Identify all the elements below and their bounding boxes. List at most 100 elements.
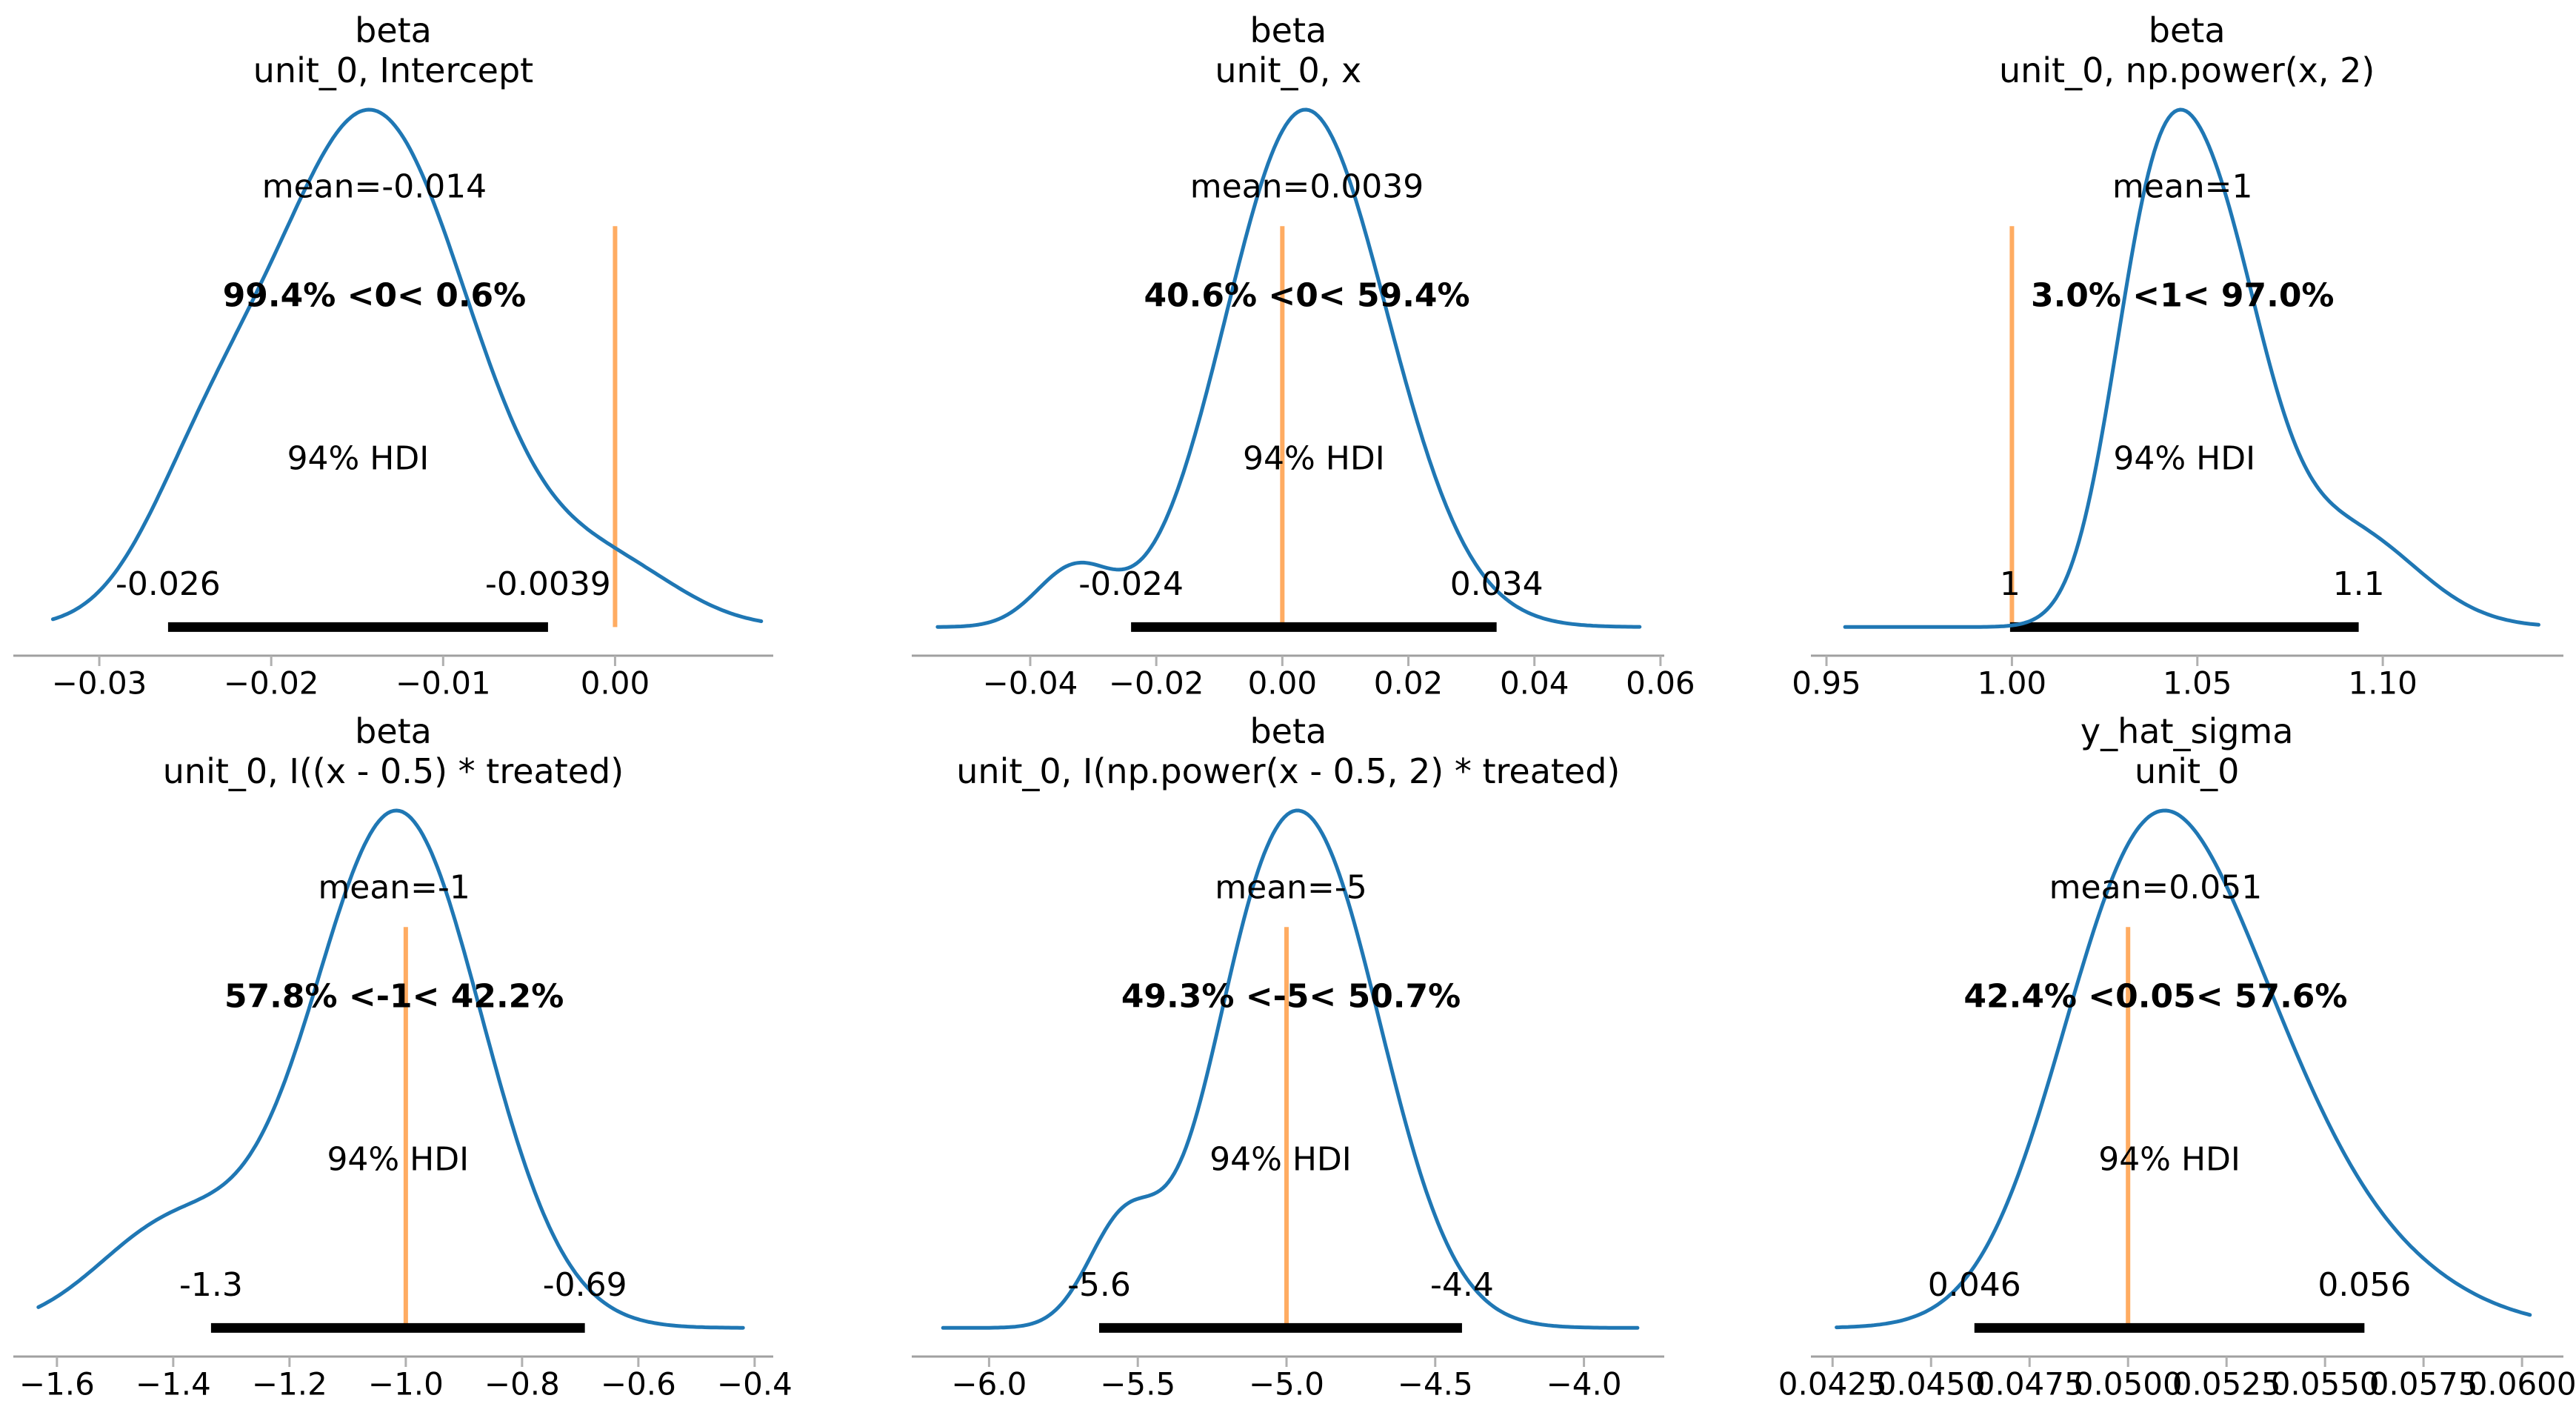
x-tick-label: −0.8: [484, 1365, 560, 1401]
panel-title: beta unit_0, I((x - 0.5) * treated): [23, 711, 764, 791]
mean-label: mean=-5: [1215, 868, 1367, 906]
x-tick-label: 0.0525: [2172, 1365, 2280, 1401]
panel-title-coord: unit_0, x: [1215, 50, 1362, 90]
posterior-panel: beta unit_0, Intercept −0.03 −0.02 −0.01 0.…: [0, 0, 858, 701]
kde-plot: −6.0 −5.5 −5.0 −4.5 −4.0 mean=-5 49.3% <-5< 50…: [912, 808, 1665, 1401]
ref-percent-label: 49.3% <-5< 50.7%: [1121, 977, 1461, 1015]
panel-title-var: y_hat_sigma: [2080, 711, 2294, 751]
kde-plot: −0.03 −0.02 −0.01 0.00 mean=-0.014 99.4% <0< …: [13, 107, 773, 701]
kde-plot: 0.04250.04500.04750.05000.05250.05500.05…: [1778, 808, 2576, 1401]
hdi-lo-label: -1.3: [179, 1265, 243, 1303]
x-tick-label: −0.01: [396, 665, 491, 700]
x-tick-label: −0.04: [983, 665, 1078, 700]
hdi-hi-label: -4.4: [1430, 1265, 1494, 1303]
x-tick-label: −1.4: [136, 1365, 211, 1401]
ref-percent-label: 42.4% <0.05< 57.6%: [1963, 977, 2347, 1015]
kde-plot: −0.04 −0.02 0.00 0.02 0.04 0.06 mean=0.0039 40.…: [912, 107, 1695, 701]
x-tick-label: −0.4: [717, 1365, 793, 1401]
panel-title-var: beta: [1249, 711, 1327, 751]
x-tick-label: −5.0: [1249, 1365, 1324, 1401]
kde-plot: −1.6 −1.4 −1.2 −1.0 −0.8 −0.6 −0.4 mean=-1 57.8%…: [13, 808, 793, 1401]
x-tick-label: 0.06: [1626, 665, 1695, 700]
panel-title-coord: unit_0, np.power(x, 2): [1998, 50, 2375, 90]
mean-label: mean=0.051: [2049, 868, 2262, 906]
panel-title: beta unit_0, Intercept: [23, 10, 764, 90]
mean-label: mean=-1: [318, 868, 470, 906]
panel-title-coord: unit_0, I((x - 0.5) * treated): [162, 751, 624, 791]
x-tick-label: 0.0450: [1876, 1365, 1985, 1401]
posterior-panel: y_hat_sigma unit_0 0.0425 0.0450 0.0475 0.0…: [1718, 701, 2576, 1401]
x-tick-label: 0.0500: [2073, 1365, 2182, 1401]
kde-curve: [935, 107, 1642, 629]
panel-title-var: beta: [355, 10, 432, 50]
kde-curve: [941, 808, 1640, 1330]
x-tick-label: −4.5: [1398, 1365, 1473, 1401]
x-tick-label: −6.0: [952, 1365, 1027, 1401]
mean-label: mean=-0.014: [262, 167, 487, 205]
panel-title-var: beta: [355, 711, 432, 751]
kde-curve: [50, 107, 764, 623]
hdi-interval-label: 94% HDI: [1209, 1140, 1352, 1178]
x-tick-label: 0.0475: [1975, 1365, 2083, 1401]
hdi-hi-label: 1.1: [2332, 565, 2384, 603]
x-tick-label: 0.04: [1500, 665, 1569, 700]
hdi-lo-label: -0.024: [1079, 565, 1184, 603]
panel-title: beta unit_0, x: [918, 10, 1658, 90]
posterior-panel: beta unit_0, np.power(x, 2) 0.95 1.00 1.05…: [1718, 0, 2576, 701]
x-tick-label: −1.0: [368, 1365, 444, 1401]
mean-label: mean=1: [2112, 167, 2253, 205]
posterior-panel: beta unit_0, I((x - 0.5) * treated) −1.6…: [0, 701, 858, 1401]
hdi-hi-label: -0.69: [543, 1265, 627, 1303]
panel-title-coord: unit_0, Intercept: [253, 50, 534, 90]
panel-title-var: beta: [1249, 10, 1327, 50]
x-tick-label: 0.0575: [2369, 1365, 2477, 1401]
ref-percent-label: 40.6% <0< 59.4%: [1144, 276, 1470, 314]
panel-title-coord: unit_0, I(np.power(x - 0.5, 2) * treated…: [956, 751, 1621, 791]
x-tick-label: 0.0600: [2467, 1365, 2576, 1401]
kde-curve: [36, 808, 745, 1330]
ref-percent-label: 99.4% <0< 0.6%: [223, 276, 527, 314]
hdi-interval-label: 94% HDI: [1243, 440, 1385, 478]
posterior-panel: beta unit_0, x −0.04 −0.02 0.00 0.02 0.04 0.0…: [858, 0, 1717, 701]
ref-percent-label: 57.8% <-1< 42.2%: [224, 977, 564, 1015]
x-tick-label: 0.95: [1792, 665, 1861, 700]
x-tick-label: 0.0550: [2270, 1365, 2379, 1401]
hdi-interval-label: 94% HDI: [327, 1140, 469, 1178]
mean-label: mean=0.0039: [1190, 167, 1424, 205]
panel-title: y_hat_sigma unit_0: [1817, 711, 2557, 791]
x-tick-label: 0.02: [1374, 665, 1443, 700]
panel-title-coord: unit_0: [2134, 751, 2240, 791]
x-tick-label: −0.02: [1109, 665, 1204, 700]
x-tick-label: 0.00: [1248, 665, 1317, 700]
hdi-hi-label: 0.034: [1450, 565, 1544, 603]
ref-percent-label: 3.0% <1< 97.0%: [2031, 276, 2335, 314]
hdi-interval-label: 94% HDI: [287, 440, 430, 478]
panel-title: beta unit_0, I(np.power(x - 0.5, 2) * tr…: [918, 711, 1658, 791]
hdi-lo-label: 0.046: [1927, 1265, 2021, 1303]
posterior-panel: beta unit_0, I(np.power(x - 0.5, 2) * tr…: [858, 701, 1717, 1401]
hdi-hi-label: 0.056: [2318, 1265, 2411, 1303]
x-tick-label: 1.00: [1977, 665, 2046, 700]
x-tick-label: −1.6: [19, 1365, 95, 1401]
x-tick-label: 1.10: [2348, 665, 2417, 700]
kde-curve: [1843, 107, 2540, 629]
x-tick-label: −1.2: [252, 1365, 327, 1401]
x-tick-label: −0.03: [52, 665, 147, 700]
x-tick-label: −0.6: [601, 1365, 676, 1401]
x-tick-label: −0.02: [224, 665, 319, 700]
hdi-interval-label: 94% HDI: [2098, 1140, 2240, 1178]
x-tick-label: 0.0425: [1778, 1365, 1886, 1401]
x-tick-label: 1.05: [2163, 665, 2232, 700]
x-tick-label: −5.5: [1101, 1365, 1176, 1401]
x-tick-label: 0.00: [581, 665, 650, 700]
hdi-interval-label: 94% HDI: [2113, 440, 2255, 478]
hdi-lo-label: 1: [2000, 565, 2021, 603]
panel-title-var: beta: [2148, 10, 2226, 50]
kde-plot: 0.95 1.00 1.05 1.10 mean=1 3.0% <1< 97.0% 94% …: [1792, 107, 2563, 701]
hdi-lo-label: -5.6: [1067, 1265, 1131, 1303]
kde-curve: [1834, 808, 2532, 1329]
x-tick-label: −4.0: [1546, 1365, 1622, 1401]
panel-title: beta unit_0, np.power(x, 2): [1817, 10, 2557, 90]
hdi-hi-label: -0.0039: [485, 565, 611, 603]
